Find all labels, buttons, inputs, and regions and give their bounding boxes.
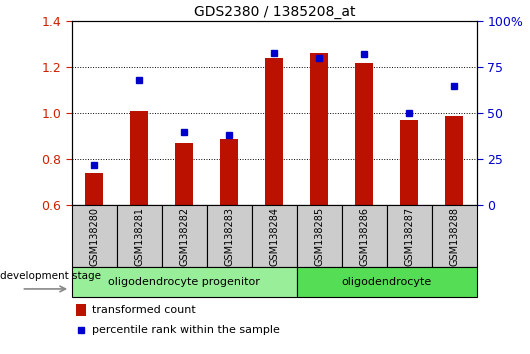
- Text: development stage: development stage: [0, 271, 101, 281]
- Bar: [72, 267, 297, 297]
- Text: oligodendrocyte: oligodendrocyte: [342, 277, 432, 287]
- Text: GSM138282: GSM138282: [179, 207, 189, 266]
- Bar: [297, 267, 477, 297]
- Title: GDS2380 / 1385208_at: GDS2380 / 1385208_at: [193, 5, 355, 19]
- Bar: [85, 173, 103, 205]
- Bar: [387, 205, 432, 267]
- Text: oligodendrocyte progenitor: oligodendrocyte progenitor: [108, 277, 260, 287]
- Text: GSM138287: GSM138287: [404, 207, 414, 266]
- Text: GSM138288: GSM138288: [449, 207, 460, 266]
- Text: GSM138285: GSM138285: [314, 207, 324, 266]
- Bar: [207, 205, 252, 267]
- Bar: [130, 111, 148, 205]
- Text: transformed count: transformed count: [92, 305, 196, 315]
- Bar: [355, 63, 374, 205]
- Text: GSM138286: GSM138286: [359, 207, 369, 266]
- Bar: [401, 120, 419, 205]
- Bar: [265, 58, 284, 205]
- Bar: [311, 53, 329, 205]
- Bar: [72, 205, 117, 267]
- Bar: [220, 139, 238, 205]
- Bar: [297, 205, 342, 267]
- Text: percentile rank within the sample: percentile rank within the sample: [92, 325, 280, 336]
- Bar: [117, 205, 162, 267]
- Bar: [445, 115, 463, 205]
- Text: GSM138283: GSM138283: [224, 207, 234, 266]
- Bar: [162, 205, 207, 267]
- Bar: [252, 205, 297, 267]
- Bar: [175, 143, 193, 205]
- Text: GSM138281: GSM138281: [134, 207, 144, 266]
- Text: GSM138284: GSM138284: [269, 207, 279, 266]
- Bar: [76, 304, 86, 316]
- Bar: [342, 205, 387, 267]
- Text: GSM138280: GSM138280: [89, 207, 99, 266]
- Bar: [432, 205, 477, 267]
